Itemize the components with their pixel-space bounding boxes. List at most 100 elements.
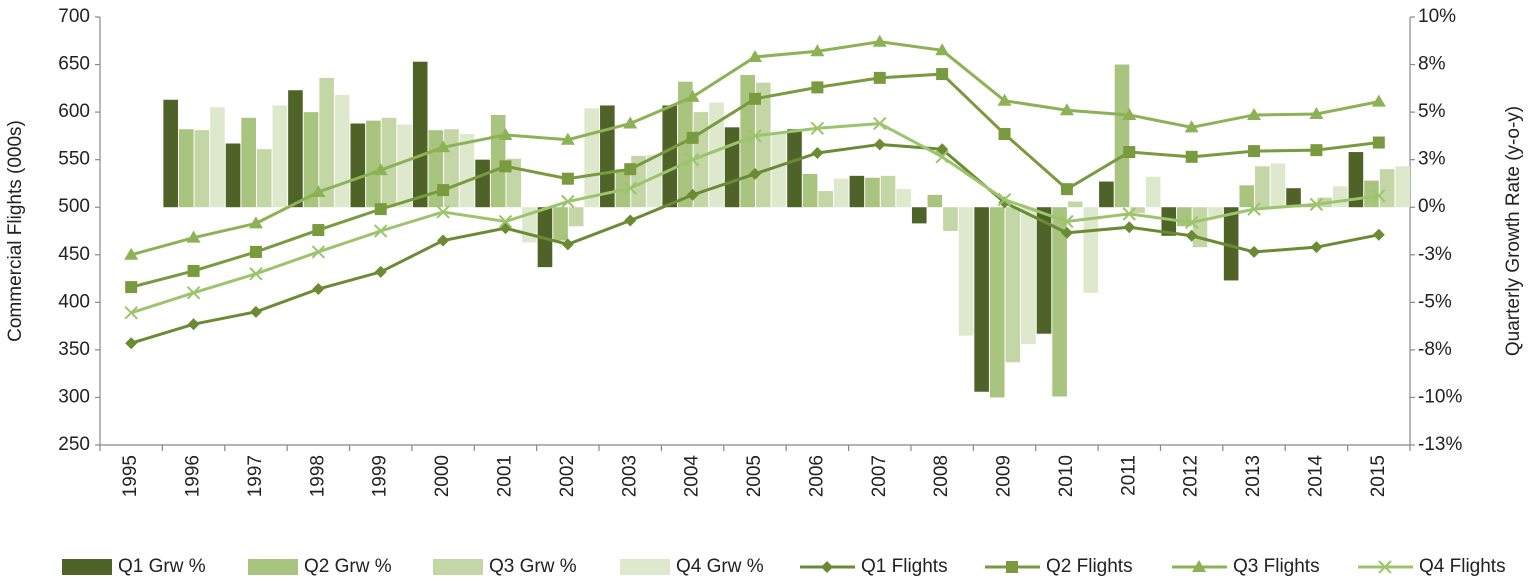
line-marker [186, 230, 201, 243]
bar [350, 123, 366, 208]
bar [1395, 166, 1410, 208]
line-marker [249, 305, 262, 318]
bar [1192, 207, 1208, 248]
x-tick-label: 2010 [1056, 455, 1077, 497]
line-marker [312, 224, 325, 237]
x-tick-label: 2011 [1118, 455, 1139, 496]
legend-marker [1192, 560, 1206, 572]
y-tick-label: 600 [58, 101, 90, 122]
line-marker [748, 129, 762, 143]
line-marker [1122, 107, 1137, 120]
line-marker [1060, 226, 1073, 239]
legend-swatch [248, 559, 298, 575]
x-tick-label: 2007 [869, 455, 890, 497]
line-marker [1060, 214, 1074, 229]
bar [989, 207, 1005, 398]
bar [553, 207, 568, 241]
line-marker [437, 234, 450, 247]
line-marker [936, 143, 949, 156]
bar [927, 194, 943, 208]
y-tick-label: 650 [58, 54, 90, 75]
line-marker [311, 185, 326, 198]
bar [288, 90, 303, 208]
line-marker [1185, 229, 1198, 242]
line-marker [1372, 228, 1385, 241]
y-tick-label: 250 [58, 434, 90, 455]
bar [1145, 176, 1161, 208]
bar [865, 177, 880, 208]
y-tick-label: 300 [58, 386, 90, 407]
line-marker [186, 286, 201, 300]
line-marker [248, 216, 263, 229]
bar [319, 77, 334, 208]
bar [163, 99, 178, 208]
legend-item: Q2 Flights [985, 556, 1133, 577]
line-marker [436, 140, 451, 153]
line-marker [936, 68, 949, 81]
legend-label: Q4 Flights [1419, 556, 1506, 577]
x-tick-label: 2006 [806, 455, 827, 497]
legend-item: Q1 Flights [800, 556, 948, 577]
line-marker [1247, 202, 1261, 216]
line-marker [436, 205, 450, 219]
x-tick-label: 2004 [682, 455, 703, 498]
y2-tick-label: -5% [1418, 291, 1452, 312]
bar [756, 82, 771, 208]
line-marker [1185, 150, 1198, 163]
y2-axis-title: Quarterly Growth Rate (y-o-y) [1503, 106, 1524, 356]
bar [584, 108, 600, 208]
legend-swatch [433, 559, 483, 575]
legend-label: Q1 Grw % [118, 556, 206, 577]
y-tick-label: 350 [58, 339, 90, 360]
line-marker [623, 181, 637, 195]
bar [1348, 152, 1364, 208]
y-tick-label: 700 [58, 6, 90, 27]
line-marker [374, 203, 387, 216]
bar [646, 154, 662, 208]
bar [194, 130, 210, 208]
line-marker [873, 116, 887, 131]
bar [771, 133, 787, 208]
bar [459, 133, 475, 208]
legend-swatch [62, 559, 112, 575]
line-marker [498, 127, 513, 140]
bar [1286, 188, 1301, 208]
line-marker [499, 222, 512, 235]
line-marker [623, 116, 638, 129]
bar [366, 120, 381, 208]
line-marker [498, 214, 513, 229]
y-tick-label: 450 [58, 244, 90, 265]
bar [958, 207, 974, 336]
line-marker [561, 194, 575, 209]
bar [412, 61, 428, 208]
x-tick-label: 1996 [183, 455, 204, 497]
line-marker [561, 238, 574, 251]
bar [849, 175, 865, 208]
bar [833, 178, 849, 208]
bar [225, 143, 241, 208]
line-marker [624, 163, 637, 176]
line-marker [998, 127, 1011, 140]
bar [1005, 207, 1021, 363]
line-marker [561, 172, 574, 185]
line-marker [1123, 221, 1136, 234]
line-marker [749, 92, 761, 105]
bar [1067, 201, 1083, 208]
legend-item: Q3 Flights [1172, 556, 1320, 577]
line-marker [1184, 215, 1199, 230]
line-marker [1247, 107, 1262, 120]
bar [1270, 163, 1286, 208]
bar [896, 189, 911, 208]
line-marker [1371, 94, 1386, 107]
x-tick-label: 2009 [994, 455, 1015, 497]
line-marker [187, 318, 200, 331]
y2-tick-label: -13% [1418, 434, 1462, 455]
line-marker [997, 192, 1012, 207]
x-tick-label: 2014 [1305, 455, 1326, 498]
bar [943, 207, 958, 231]
line-marker [1059, 103, 1074, 116]
bar [178, 129, 194, 208]
legend-item: Q1 Grw % [62, 556, 206, 577]
line-marker [1184, 120, 1199, 133]
